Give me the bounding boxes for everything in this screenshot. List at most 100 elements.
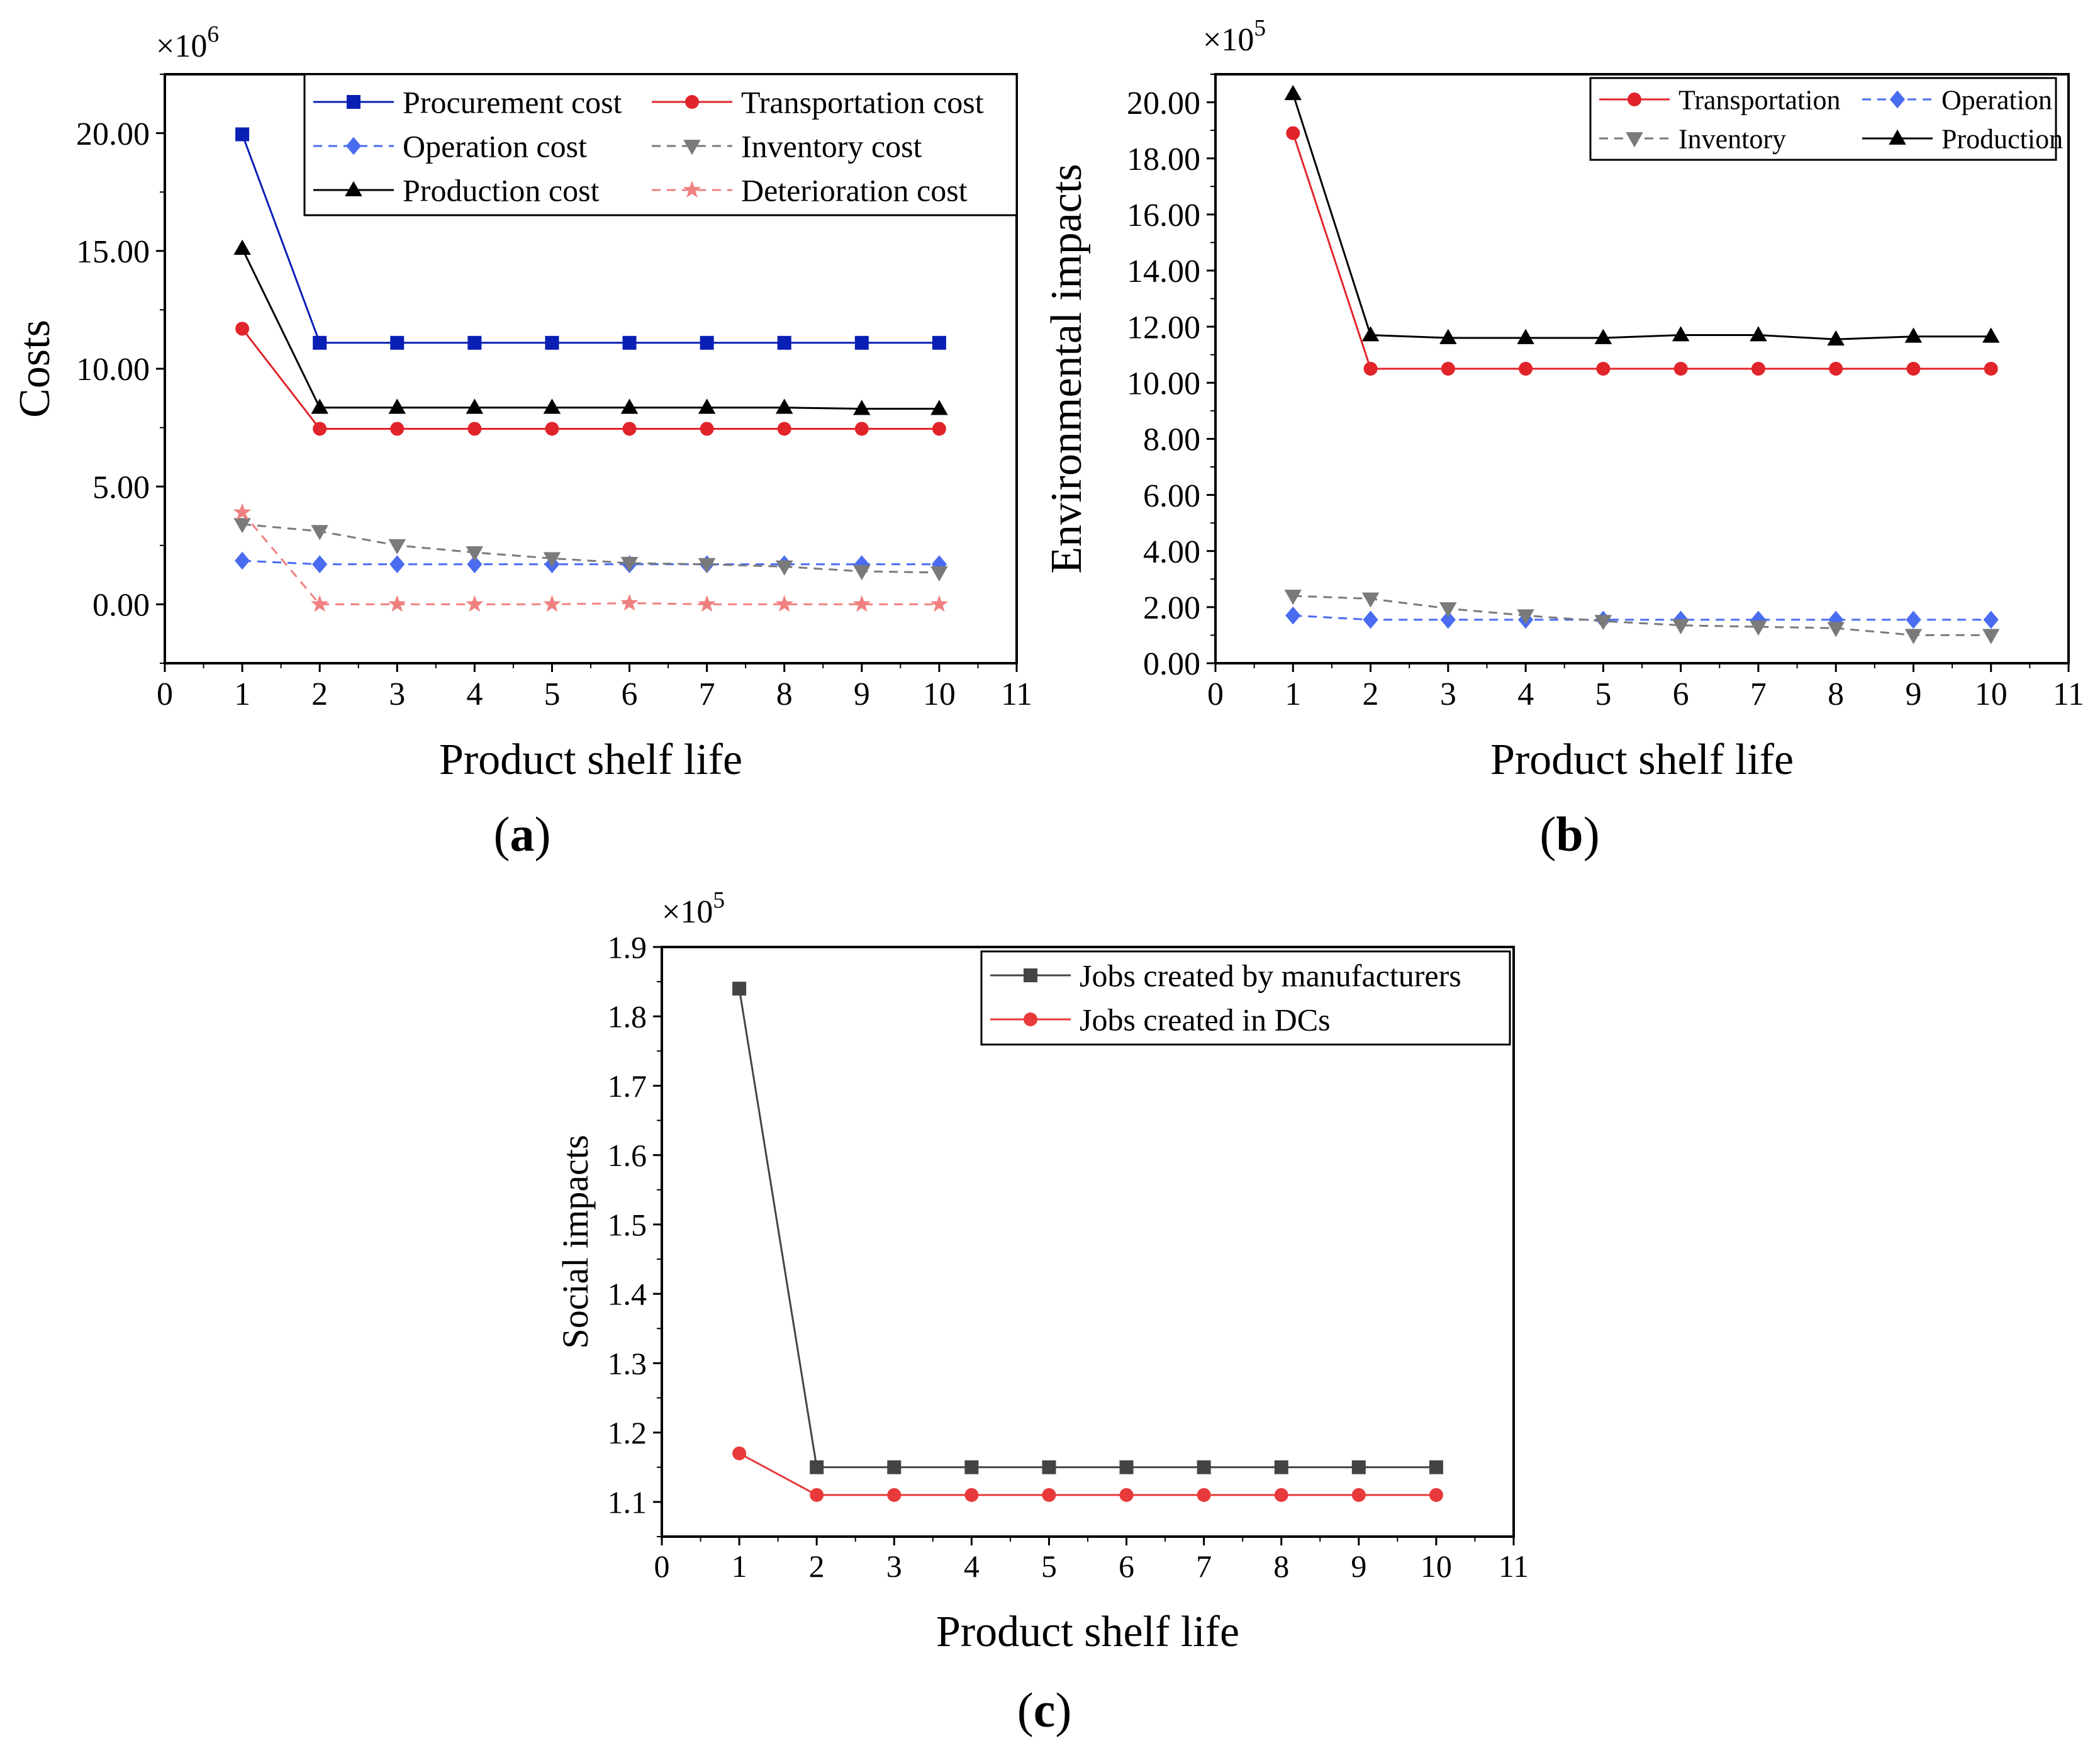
panel-a-y-tick-label: 5.00 [92,469,150,505]
panel-a-point-transportation-cost [700,422,714,436]
panel-a-multiplier-label: ×106 [156,22,219,64]
panel-c-legend-item-jobs-created-in-dcs: Jobs created in DCs [990,1002,1331,1038]
panel-a-y-tick-label: 10.00 [76,352,150,388]
panel-c-x-tick-label: 1 [732,1549,747,1584]
panel-b-x-tick-label: 6 [1673,676,1689,712]
panel-a-point-production-cost [853,400,871,415]
panel-b-point-operation [1285,606,1301,625]
panel-b-point-transportation [1751,362,1765,376]
panel-c-x-tick-label: 7 [1196,1549,1212,1584]
panel-b-point-production [1361,326,1380,342]
panel-c-x-tick-label: 10 [1421,1549,1452,1584]
panel-a-legend-item-procurement-cost: Procurement cost [313,85,622,120]
panel-a-point-procurement-cost [390,335,405,350]
panel-b-point-inventory [1750,620,1767,636]
panel-c-y-tick-label: 1.2 [608,1415,647,1450]
panel-a-point-inventory-cost [466,546,484,562]
panel-a-point-transportation-cost [622,422,637,436]
panel-b-point-operation [1906,610,1921,629]
panel-c-x-tick-label: 5 [1041,1549,1057,1584]
panel-c-y-tick-label: 1.9 [608,930,647,965]
panel-a-point-transportation-cost [390,422,405,436]
panel-b-y-tick-label: 0.00 [1143,646,1200,682]
panel-b-x-tick-label: 0 [1207,676,1224,712]
panel-c-line-jobs-created-in-dcs [739,1452,1436,1496]
panel-a-point-deterioration-cost [466,595,484,612]
panel-b-legend-marker [1889,90,1906,109]
panel-a-point-production-cost [466,398,484,414]
panel-a-x-tick-label: 3 [389,676,405,712]
panel-a-point-deterioration-cost [698,595,716,612]
panel-a-point-deterioration-cost [233,503,252,520]
panel-a-point-operation-cost [389,555,405,574]
panel-a-series-procurement-cost [235,127,946,350]
panel-a-point-operation-cost [312,555,328,574]
panel-c-point-jobs-created-by-manufacturers [1274,1460,1288,1474]
panel-b-legend-item-inventory: Inventory [1599,123,1786,154]
panel-a-line-operation-cost [242,559,939,566]
panel-b-point-inventory [1672,619,1690,635]
panel-b-legend-label: Production [1941,123,2063,154]
panel-c-legend-label: Jobs created in DCs [1080,1002,1331,1038]
panel-a-point-inventory-cost [853,565,871,581]
panel-c-point-jobs-created-in-dcs [1042,1488,1056,1502]
panel-b-legend-label: Transportation [1678,84,1841,115]
panel-a-legend: Procurement cost Transportation cost Opera… [303,73,1018,216]
panel-b-point-inventory [1594,615,1612,631]
panel-a-point-inventory-cost [233,518,251,534]
panel-b-x-tick-label: 11 [2053,676,2084,712]
panel-a-x-tick-label: 5 [544,676,560,712]
panel-a-point-procurement-cost [700,335,714,350]
panel-c-point-jobs-created-by-manufacturers [964,1460,979,1474]
panel-c-y-tick-label: 1.8 [608,999,647,1034]
panel-label-b: (b) [1539,807,1599,861]
panel-c-x-tick-label: 8 [1273,1549,1289,1584]
panel-c-point-jobs-created-in-dcs [887,1488,902,1502]
panel-a-point-transportation-cost [235,322,250,336]
panel-a-point-production-cost [620,398,639,414]
panel-a-costs-chart: 0 1 2 3 4 5 6 7 8 9 10 11 0.00 5.00 10.00 15.00 20.00 ×10… [11,22,1032,784]
panel-c-legend-label: Jobs created by manufacturers [1080,958,1461,994]
panel-a-point-production-cost [311,398,328,414]
panel-a-y-tick-label: 15.00 [76,234,150,270]
panel-c-legend: Jobs created by manufacturers Jobs create… [980,950,1511,1046]
panel-a-point-inventory-cost [698,558,716,574]
panel-a-legend-marker [685,95,699,109]
panel-a-point-procurement-cost [313,335,327,350]
panel-a-legend-label: Operation cost [403,129,587,164]
panel-a-legend-item-deterioration-cost: Deterioration cost [652,173,968,208]
panel-b-x-tick-label: 4 [1517,676,1534,712]
panel-b-point-production [1904,327,1923,343]
panel-a-point-inventory-cost [620,556,639,573]
panel-a-point-inventory-cost [543,552,561,568]
panel-b-point-production [1672,326,1690,342]
panel-b-series-inventory [1284,590,2000,644]
panel-b-line-transportation [1292,133,1991,370]
panel-b-point-transportation [1519,362,1533,376]
panel-a-point-deterioration-cost [311,595,329,612]
panel-a-x-tick-label: 8 [776,676,793,712]
panel-b-y-tick-label: 12.00 [1127,310,1200,345]
panel-a-x-tick-label: 4 [466,676,483,712]
panel-a-legend-item-inventory-cost: Inventory cost [652,129,922,164]
panel-a-x-tick-label: 11 [1001,676,1032,712]
panel-b-point-operation [1440,610,1456,629]
panel-b-series-operation [1285,606,1999,629]
panel-c-x-tick-label: 6 [1119,1549,1134,1584]
panel-a-legend-box [303,73,1018,216]
panel-a-legend-marker [683,181,701,198]
panel-b-point-operation [1983,610,1999,629]
panel-b-y-axis-label: Environmental impacts [1042,164,1091,573]
panel-a-point-deterioration-cost [388,595,406,612]
panel-a-y-tick-label: 0.00 [92,588,150,624]
panel-a-point-transportation-cost [777,422,791,436]
panel-b-line-operation [1293,614,1991,621]
panel-b-y-tick-label: 20.00 [1127,86,1200,121]
panel-a-point-transportation-cost [854,422,869,436]
panel-b-point-production [1284,84,1302,101]
panel-c-y-tick-label: 1.5 [608,1207,647,1242]
panel-b-x-tick-label: 1 [1285,676,1301,712]
panel-b-legend-item-production: Production [1862,123,2063,154]
panel-c-point-jobs-created-by-manufacturers [732,982,747,996]
panel-c-point-jobs-created-in-dcs [1429,1488,1443,1502]
